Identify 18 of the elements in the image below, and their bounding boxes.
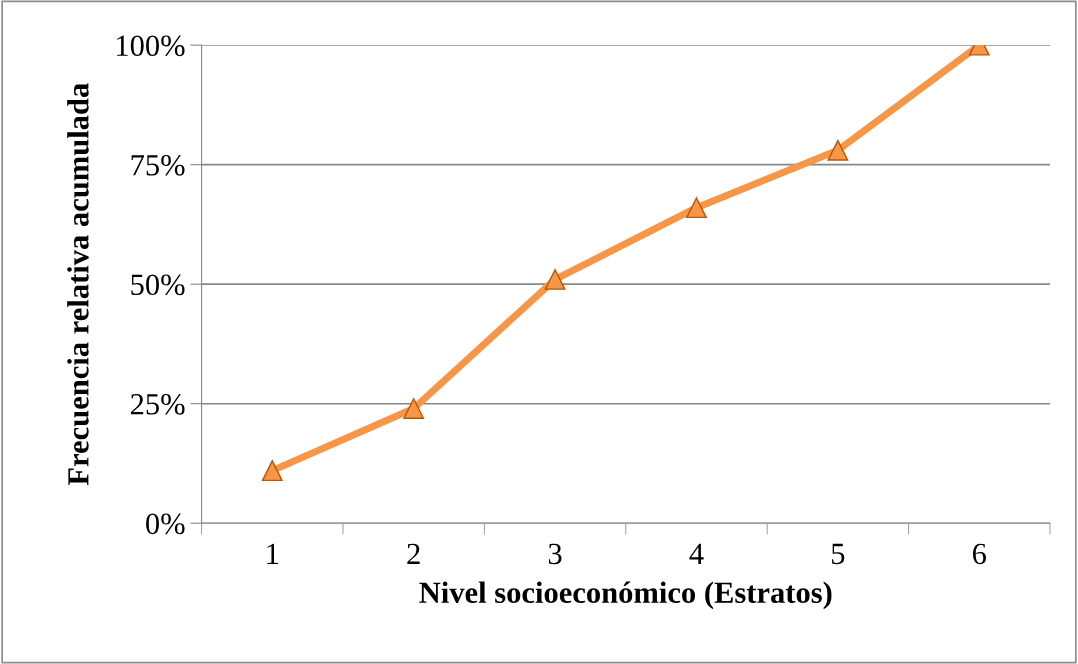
x-tick-label: 5 <box>832 543 845 565</box>
point <box>686 197 707 219</box>
x-tick-label: 2 <box>407 543 420 564</box>
y-tick-label: 0% <box>146 513 185 535</box>
y-tick-label: 25% <box>130 393 185 415</box>
y-tick-label: 75% <box>131 154 185 176</box>
y-axis-title: Frecuencia relativa acumulada <box>67 83 89 486</box>
point <box>827 139 849 161</box>
x-axis-title: Nivel socioeconómico (Estratos) <box>419 581 832 610</box>
x-tick-label: 3 <box>548 543 562 565</box>
y-tick-label: 100% <box>117 35 185 57</box>
point <box>544 268 566 290</box>
x-tick-label: 6 <box>972 543 986 565</box>
point <box>261 460 283 482</box>
point <box>403 398 425 419</box>
x-tick-label: 4 <box>689 543 704 564</box>
y-tick-label: 50% <box>131 274 185 296</box>
x-tick-label: 1 <box>267 543 279 564</box>
